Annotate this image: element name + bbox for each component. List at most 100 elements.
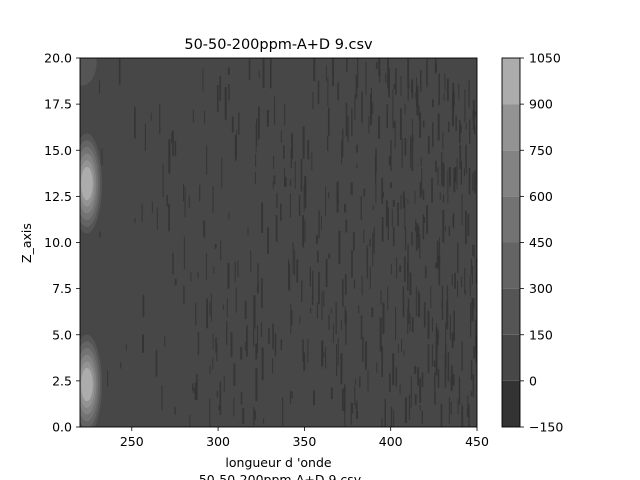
- low-level-patch-246: [195, 383, 197, 400]
- low-level-patch-299: [400, 195, 401, 209]
- low-level-patch-477: [356, 164, 357, 169]
- low-level-patch-93: [414, 366, 416, 374]
- low-level-patch-445: [441, 155, 442, 185]
- low-level-patch-344: [454, 91, 455, 105]
- low-level-patch-356: [415, 191, 416, 203]
- low-level-patch-392: [321, 292, 322, 321]
- low-level-patch-21: [190, 272, 191, 281]
- low-level-patch-292: [471, 259, 472, 275]
- low-level-patch-503: [387, 58, 389, 88]
- low-level-patch-209: [431, 178, 433, 203]
- low-level-patch-330: [152, 201, 153, 213]
- low-level-patch-449: [261, 202, 263, 232]
- low-level-patch-433: [145, 124, 146, 151]
- low-level-patch-186: [407, 199, 408, 204]
- low-level-patch-376: [226, 321, 227, 345]
- low-level-patch-464: [290, 194, 291, 218]
- low-level-patch-62: [331, 309, 332, 314]
- low-level-patch-113: [449, 167, 451, 186]
- y-axis-ticks: 0.02.55.07.510.012.515.017.520.0: [44, 51, 80, 435]
- low-level-patch-333: [307, 140, 309, 159]
- low-level-patch-352: [408, 298, 410, 323]
- low-level-patch-17: [393, 227, 395, 247]
- low-level-patch-381: [340, 353, 342, 384]
- low-level-patch-317: [361, 315, 362, 339]
- low-level-patch-386: [471, 298, 473, 321]
- low-level-patch-180: [370, 267, 371, 289]
- low-level-patch-152: [337, 182, 339, 213]
- low-level-patch-479: [302, 215, 304, 247]
- colorbar-tick-label-7: 900: [529, 97, 553, 112]
- low-level-patch-77: [455, 116, 457, 131]
- colorbar-band-7: [502, 58, 520, 104]
- low-level-patch-167: [346, 55, 347, 73]
- low-level-patch-194: [172, 253, 173, 274]
- low-level-patch-110: [156, 350, 158, 377]
- low-level-patch-262: [403, 287, 405, 318]
- low-level-patch-480: [419, 105, 420, 120]
- low-level-patch-456: [412, 119, 413, 136]
- low-level-patch-95: [464, 90, 465, 123]
- x-tick-label-1: 300: [206, 434, 230, 449]
- low-level-patch-203: [272, 358, 273, 373]
- low-level-patch-320: [245, 342, 246, 350]
- low-level-patch-130: [199, 185, 200, 202]
- low-level-patch-210: [445, 226, 446, 231]
- x-tick-label-2: 350: [292, 434, 316, 449]
- low-level-patch-4: [409, 395, 410, 420]
- low-level-patch-377: [261, 322, 262, 337]
- low-level-patch-234: [276, 193, 277, 208]
- low-level-patch-351: [263, 418, 264, 424]
- low-level-patch-12: [458, 399, 459, 414]
- low-level-patch-248: [419, 293, 421, 318]
- low-level-patch-134: [354, 95, 355, 120]
- low-level-patch-298: [376, 62, 378, 69]
- low-level-patch-23: [344, 204, 346, 213]
- low-level-patch-60: [241, 392, 242, 405]
- low-level-patch-158: [134, 107, 136, 139]
- low-level-patch-323: [381, 418, 382, 434]
- low-level-patch-124: [388, 207, 389, 239]
- low-level-patch-374: [262, 347, 264, 380]
- low-level-patch-395: [284, 104, 285, 126]
- low-level-patch-316: [412, 317, 414, 332]
- low-level-patch-461: [465, 211, 467, 244]
- low-level-patch-128: [323, 291, 324, 307]
- low-level-patch-273: [375, 154, 376, 183]
- low-level-patch-42: [392, 89, 393, 121]
- low-level-patch-438: [470, 276, 471, 297]
- low-level-patch-512: [445, 323, 446, 353]
- low-level-patch-495: [420, 405, 421, 410]
- low-level-patch-290: [337, 82, 339, 100]
- low-level-patch-253: [419, 378, 421, 402]
- low-level-patch-245: [341, 141, 342, 165]
- low-level-patch-79: [107, 370, 108, 386]
- low-level-patch-470: [415, 394, 417, 405]
- low-level-patch-35: [221, 158, 222, 189]
- low-level-patch-430: [227, 263, 229, 289]
- low-level-patch-404: [274, 175, 276, 184]
- low-level-patch-319: [258, 107, 260, 140]
- low-level-patch-49: [399, 265, 401, 272]
- colorbar-band-6: [502, 104, 520, 150]
- low-level-patch-65: [469, 119, 470, 143]
- low-level-patch-474: [236, 130, 237, 159]
- low-level-patch-399: [321, 341, 323, 366]
- low-level-patch-269: [203, 221, 205, 238]
- low-level-patch-173: [441, 404, 443, 436]
- low-level-patch-325: [119, 57, 121, 85]
- low-level-patch-137: [206, 299, 208, 329]
- colorbar-band-1: [502, 335, 520, 381]
- low-level-patch-249: [416, 227, 418, 251]
- low-level-patch-448: [395, 68, 397, 95]
- low-level-patch-483: [352, 403, 354, 413]
- low-level-patch-230: [307, 339, 308, 362]
- low-level-patch-171: [368, 116, 369, 133]
- low-level-patch-5: [460, 125, 461, 133]
- low-level-patch-71: [411, 138, 413, 171]
- low-level-patch-20: [432, 99, 434, 107]
- low-level-patch-509: [161, 385, 162, 410]
- low-level-patch-259: [267, 110, 269, 127]
- low-level-patch-343: [303, 126, 305, 159]
- low-level-patch-326: [461, 277, 462, 287]
